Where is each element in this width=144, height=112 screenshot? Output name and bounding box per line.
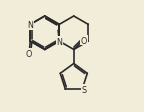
Text: S: S (82, 85, 87, 94)
Text: O: O (81, 36, 87, 45)
Text: O: O (26, 49, 32, 58)
Text: N: N (56, 37, 62, 46)
Text: N: N (27, 21, 33, 30)
